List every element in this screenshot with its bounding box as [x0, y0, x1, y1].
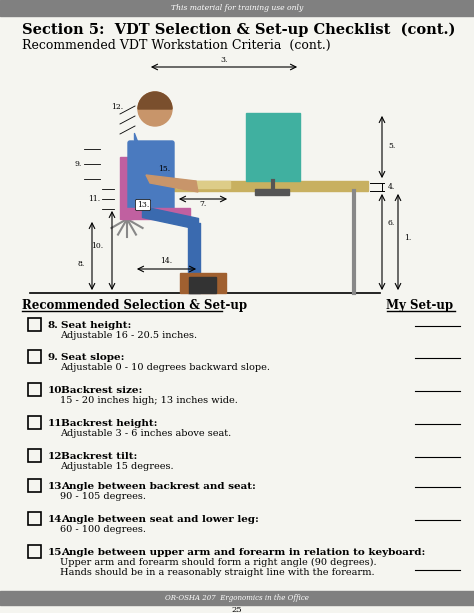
- Bar: [0, 0, 474, 16]
- Text: 90 - 105 degrees.: 90 - 105 degrees.: [60, 492, 146, 501]
- Bar: [255, 189, 289, 195]
- Bar: [246, 113, 300, 181]
- Text: Recommended VDT Workstation Criteria  (cont.): Recommended VDT Workstation Criteria (co…: [22, 39, 331, 51]
- Text: This material for training use only: This material for training use only: [171, 4, 303, 12]
- Text: 6.: 6.: [388, 219, 395, 227]
- Text: Backrest size:: Backrest size:: [61, 386, 142, 395]
- Bar: [28, 512, 41, 525]
- Text: 9.: 9.: [48, 353, 59, 362]
- Text: 8.: 8.: [78, 260, 85, 268]
- Text: Seat slope:: Seat slope:: [61, 353, 125, 362]
- Text: Seat height:: Seat height:: [61, 321, 131, 330]
- Text: Angle between upper arm and forearm in relation to keyboard:: Angle between upper arm and forearm in r…: [61, 548, 425, 557]
- Text: My Set-up: My Set-up: [386, 299, 454, 311]
- Text: 1.: 1.: [404, 234, 411, 242]
- Text: 14.: 14.: [160, 257, 173, 265]
- Text: 9.: 9.: [75, 160, 82, 168]
- Bar: [28, 545, 41, 558]
- Bar: [28, 383, 41, 396]
- Text: 8.: 8.: [48, 321, 59, 330]
- Polygon shape: [146, 175, 198, 192]
- Text: 25: 25: [232, 606, 242, 613]
- Text: 11.: 11.: [48, 419, 66, 428]
- Text: 10.: 10.: [48, 386, 66, 395]
- Text: Upper arm and forearm should form a right angle (90 degrees).: Upper arm and forearm should form a righ…: [60, 558, 377, 567]
- Text: Adjustable 15 degrees.: Adjustable 15 degrees.: [60, 462, 173, 471]
- Bar: [28, 318, 41, 331]
- Text: Backrest height:: Backrest height:: [61, 419, 157, 428]
- Text: 15.: 15.: [158, 165, 170, 173]
- Text: Angle between backrest and seat:: Angle between backrest and seat:: [61, 482, 256, 491]
- Text: 13.: 13.: [137, 201, 149, 209]
- Bar: [176, 181, 230, 188]
- Text: Section 5:  VDT Selection & Set-up Checklist  (cont.): Section 5: VDT Selection & Set-up Checkl…: [22, 23, 456, 37]
- Text: Angle between seat and lower leg:: Angle between seat and lower leg:: [61, 515, 259, 524]
- Text: OR-OSHA 207  Ergonomics in the Office: OR-OSHA 207 Ergonomics in the Office: [165, 594, 309, 602]
- Text: 12.: 12.: [111, 103, 123, 111]
- Wedge shape: [138, 92, 172, 109]
- Polygon shape: [180, 273, 226, 293]
- Bar: [120, 157, 133, 219]
- Text: 13.: 13.: [48, 482, 66, 491]
- Text: 3.: 3.: [220, 56, 228, 64]
- Text: 5.: 5.: [388, 142, 395, 150]
- Bar: [28, 350, 41, 363]
- FancyBboxPatch shape: [128, 141, 174, 217]
- Bar: [28, 449, 41, 462]
- Polygon shape: [189, 277, 216, 293]
- Bar: [168, 181, 368, 191]
- Text: 14.: 14.: [48, 515, 66, 524]
- Text: 60 - 100 degrees.: 60 - 100 degrees.: [60, 525, 146, 534]
- Bar: [122, 208, 190, 219]
- Text: 11.: 11.: [88, 195, 100, 203]
- Text: 15 - 20 inches high; 13 inches wide.: 15 - 20 inches high; 13 inches wide.: [60, 396, 238, 405]
- Text: 15.: 15.: [48, 548, 66, 557]
- Text: Adjustable 16 - 20.5 inches.: Adjustable 16 - 20.5 inches.: [60, 331, 197, 340]
- Text: Adjustable 0 - 10 degrees backward slope.: Adjustable 0 - 10 degrees backward slope…: [60, 363, 270, 372]
- Text: Backrest tilt:: Backrest tilt:: [61, 452, 137, 461]
- Text: Hands should be in a reasonably straight line with the forearm.: Hands should be in a reasonably straight…: [60, 568, 374, 577]
- Bar: [28, 416, 41, 429]
- Text: 4.: 4.: [388, 183, 395, 191]
- Text: 10.: 10.: [91, 242, 103, 249]
- Circle shape: [138, 92, 172, 126]
- Text: Adjustable 3 - 6 inches above seat.: Adjustable 3 - 6 inches above seat.: [60, 429, 231, 438]
- Text: Recommended Selection & Set-up: Recommended Selection & Set-up: [22, 299, 247, 311]
- Bar: [28, 479, 41, 492]
- Text: 7.: 7.: [200, 200, 207, 208]
- Text: 12.: 12.: [48, 452, 66, 461]
- Bar: [0, 591, 474, 605]
